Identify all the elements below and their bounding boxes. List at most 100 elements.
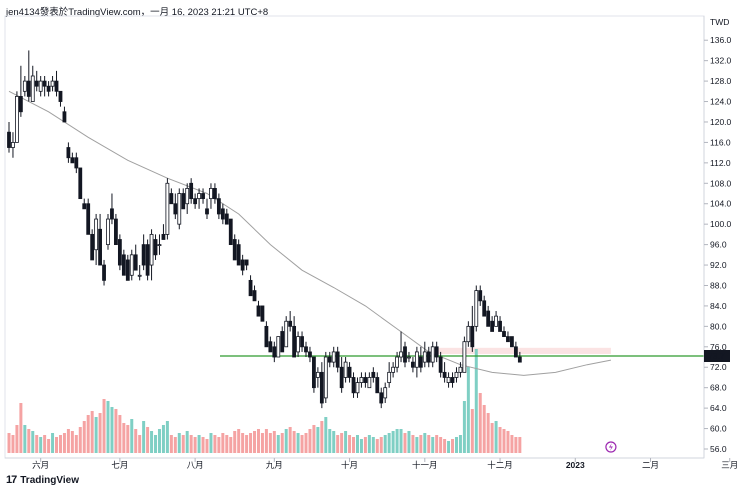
candle-body: [213, 188, 217, 200]
volume-layer: [7, 349, 522, 453]
candle-body: [363, 377, 368, 383]
candle-body: [15, 96, 19, 143]
volume-bar: [173, 437, 177, 453]
y-tick-label: 68.0: [710, 383, 727, 393]
resistance-zone-layer: [432, 347, 611, 354]
volume-bar: [474, 349, 478, 453]
volume-bar: [502, 429, 506, 453]
candle-body: [264, 325, 269, 348]
candle-body: [70, 157, 75, 164]
x-tick-label: 六月: [32, 460, 49, 470]
volume-bar: [498, 427, 502, 453]
volume-bar: [122, 423, 126, 453]
volume-bar: [245, 435, 249, 453]
y-tick-label: 96.0: [710, 240, 727, 250]
volume-bar: [403, 433, 407, 453]
moving-average-layer: [8, 90, 611, 376]
candle-body: [284, 320, 289, 348]
volume-bar: [399, 429, 403, 453]
volume-bar: [7, 433, 11, 453]
candle-body: [62, 111, 67, 123]
candle-body: [446, 377, 451, 383]
x-tick-label: 七月: [111, 460, 128, 470]
volume-bar: [260, 433, 264, 453]
resistance-zone: [432, 347, 611, 354]
candle-body: [133, 254, 138, 271]
volume-bar: [280, 433, 284, 453]
volume-bar: [328, 429, 332, 453]
volume-bar: [383, 435, 387, 453]
volume-bar: [423, 433, 427, 453]
candle-body: [149, 233, 154, 266]
candle-body: [288, 320, 293, 327]
volume-bar: [221, 433, 225, 453]
candle-body: [11, 142, 15, 148]
volume-bar: [70, 431, 74, 453]
volume-bar: [165, 421, 169, 453]
candle-body: [165, 182, 170, 235]
volume-bar: [379, 437, 383, 453]
candle-body: [494, 315, 498, 327]
footer-brand[interactable]: 17 TradingView: [6, 474, 79, 486]
volume-bar: [292, 431, 296, 453]
candle-body: [74, 157, 79, 169]
y-tick-label: 80.0: [710, 321, 727, 331]
candle-body: [403, 346, 407, 363]
volume-bar: [114, 409, 118, 453]
volume-bar: [177, 433, 181, 453]
volume-bar: [395, 429, 399, 453]
y-tick-label: 108.0: [710, 178, 732, 188]
volume-bar: [486, 413, 490, 453]
volume-bar: [98, 413, 102, 453]
candle-body: [248, 279, 253, 297]
volume-bar: [256, 429, 260, 453]
volume-bar: [31, 431, 35, 453]
candle-body: [42, 80, 47, 87]
candle-body: [426, 351, 431, 363]
volume-bar: [161, 425, 165, 453]
volume-bar: [102, 399, 106, 453]
candle-body: [205, 208, 209, 215]
volume-bar: [359, 439, 363, 453]
candle-body: [411, 361, 415, 368]
volume-bar: [348, 435, 352, 453]
volume-bar: [142, 421, 146, 453]
x-tick-label: 三月: [721, 460, 738, 470]
volume-bar: [157, 429, 161, 453]
volume-bar: [106, 401, 110, 453]
volume-bar: [407, 431, 411, 453]
x-tick-label: 十月: [341, 460, 358, 470]
candle-body: [34, 80, 39, 87]
volume-bar: [134, 429, 138, 453]
candle-body: [315, 371, 320, 378]
candle-body: [454, 371, 459, 378]
volume-bar: [35, 435, 39, 453]
candle-body: [173, 203, 178, 215]
candle-body: [228, 218, 233, 246]
volume-bar: [391, 431, 395, 453]
volume-bar: [209, 433, 213, 453]
candle-body: [387, 371, 392, 383]
candle-body: [110, 208, 114, 220]
y-tick-label: 72.0: [710, 362, 727, 372]
candle-body: [185, 188, 190, 205]
volume-bar: [66, 429, 70, 453]
candle-body: [323, 356, 328, 399]
volume-bar: [253, 431, 257, 453]
volume-bar: [284, 429, 288, 453]
volume-bar: [197, 435, 201, 453]
candle-body: [280, 331, 285, 353]
event-bolt-glyph: [608, 443, 613, 451]
last-price-label: 73.7: [708, 351, 725, 361]
candle-body: [161, 233, 166, 240]
candle-body: [58, 90, 63, 102]
candle-body: [153, 239, 158, 256]
candle-body: [26, 80, 31, 97]
volume-bar: [490, 423, 494, 453]
volume-bar: [185, 431, 189, 453]
candle-body: [209, 188, 213, 200]
volume-bar: [62, 433, 66, 453]
y-tick-label: 92.0: [710, 260, 727, 270]
candle-body: [466, 325, 471, 343]
